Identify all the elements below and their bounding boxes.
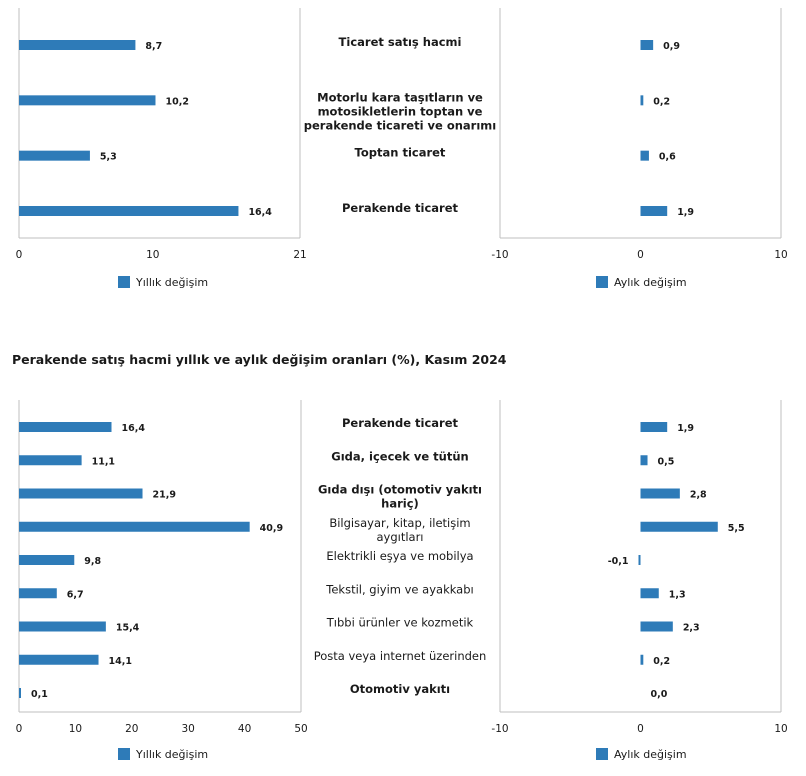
yearly-data-label: 9,8 <box>84 556 101 567</box>
category-label: Elektrikli eşya ve mobilya <box>326 549 473 563</box>
monthly-data-label: 5,5 <box>728 523 745 534</box>
yearly-data-label: 0,1 <box>31 689 48 700</box>
monthly-tick-label: 10 <box>774 723 787 735</box>
yearly-bar <box>19 422 112 432</box>
monthly-bar <box>640 422 668 432</box>
yearly-bar <box>19 521 250 532</box>
page-title: Perakende satış hacmi yıllık ve aylık de… <box>12 352 507 367</box>
monthly-data-label: 0,5 <box>658 456 675 467</box>
category-label: perakende ticareti ve onarımı <box>304 118 496 132</box>
monthly-data-label: 0,6 <box>659 152 676 163</box>
yearly-tick-label: 20 <box>125 723 138 735</box>
yearly-tick-label: 30 <box>182 723 195 735</box>
monthly-data-label: -0,1 <box>608 556 629 567</box>
category-label: Otomotiv yakıtı <box>350 682 450 696</box>
monthly-tick-label: 10 <box>774 249 787 261</box>
yearly-data-label: 16,4 <box>248 207 272 218</box>
monthly-bar <box>640 455 648 466</box>
monthly-bar <box>640 206 668 216</box>
yearly-bar <box>19 206 239 216</box>
retail-volume-chart: 0 10 20 30 40 50 16,4 11,1 21,9 40,9 9,8 6,7 15,4 14,… <box>16 400 788 761</box>
monthly-data-label: 0,0 <box>651 689 668 700</box>
monthly-tick-label: 0 <box>637 723 644 735</box>
monthly-bar <box>640 588 659 599</box>
monthly-bar <box>640 40 654 50</box>
yearly-bar <box>19 40 136 50</box>
category-label: aygıtları <box>376 530 423 544</box>
monthly-bar <box>640 95 644 106</box>
monthly-legend-swatch <box>596 276 608 288</box>
yearly-data-label: 10,2 <box>165 96 188 107</box>
category-label: Gıda, içecek ve tütün <box>331 449 468 463</box>
yearly-bar <box>19 688 21 698</box>
monthly-tick-label: 0 <box>637 249 644 261</box>
trade-volume-chart: 0 10 21 8,7 10,2 5,3 16,4 Yıllık değişim -10 0 10 0… <box>16 8 788 289</box>
monthly-bar <box>640 654 644 665</box>
category-label: Bilgisayar, kitap, iletişim <box>329 516 470 530</box>
yearly-legend-label: Yıllık değişim <box>135 276 208 289</box>
yearly-bar <box>19 555 75 565</box>
yearly-data-label: 21,9 <box>153 490 176 501</box>
yearly-tick-label: 10 <box>69 723 82 735</box>
yearly-bar <box>19 150 90 161</box>
monthly-data-label: 2,3 <box>683 623 700 634</box>
yearly-bar <box>19 455 82 466</box>
yearly-tick-label: 10 <box>146 249 159 261</box>
category-label: motosikletlerin toptan ve <box>318 104 483 118</box>
yearly-data-label: 16,4 <box>121 423 145 434</box>
category-label: Motorlu kara taşıtların ve <box>317 90 483 104</box>
monthly-data-label: 2,8 <box>690 490 707 501</box>
yearly-bar <box>19 95 156 106</box>
category-label: Tıbbi ürünler ve kozmetik <box>326 616 474 630</box>
yearly-data-label: 40,9 <box>260 523 283 534</box>
monthly-data-label: 1,9 <box>677 423 694 434</box>
yearly-tick-label: 21 <box>293 249 306 261</box>
yearly-tick-label: 0 <box>16 249 23 261</box>
category-label: Toptan ticaret <box>355 146 446 160</box>
category-label: Tekstil, giyim ve ayakkabı <box>325 582 473 596</box>
monthly-tick-label: -10 <box>491 249 508 261</box>
monthly-legend-label: Aylık değişim <box>614 748 687 761</box>
category-label: Posta veya internet üzerinden <box>314 649 487 663</box>
monthly-tick-label: -10 <box>491 723 508 735</box>
category-label: hariç) <box>381 497 419 511</box>
monthly-bar <box>640 521 718 532</box>
monthly-data-label: 1,3 <box>669 589 686 600</box>
monthly-bar <box>640 150 649 161</box>
monthly-bar <box>638 555 641 565</box>
yearly-tick-label: 50 <box>294 723 307 735</box>
yearly-bar <box>19 621 106 632</box>
category-label: Perakende ticaret <box>342 201 459 215</box>
monthly-legend-label: Aylık değişim <box>614 276 687 289</box>
monthly-legend-swatch <box>596 748 608 760</box>
yearly-data-label: 6,7 <box>67 589 84 600</box>
yearly-legend-swatch <box>118 276 130 288</box>
yearly-data-label: 15,4 <box>116 623 140 634</box>
yearly-bar <box>19 488 143 499</box>
monthly-bar <box>640 488 680 499</box>
yearly-data-label: 14,1 <box>109 656 132 667</box>
monthly-bar <box>640 621 673 632</box>
monthly-data-label: 0,9 <box>663 41 680 52</box>
yearly-data-label: 11,1 <box>92 456 115 467</box>
monthly-data-label: 0,2 <box>653 96 670 107</box>
monthly-data-label: 0,2 <box>653 656 670 667</box>
category-label: Perakende ticaret <box>342 416 459 430</box>
yearly-tick-label: 0 <box>16 723 23 735</box>
yearly-bar <box>19 588 57 599</box>
yearly-legend-label: Yıllık değişim <box>135 748 208 761</box>
category-label: Ticaret satış hacmi <box>339 35 462 49</box>
monthly-data-label: 1,9 <box>677 207 694 218</box>
yearly-bar <box>19 654 99 665</box>
yearly-legend-swatch <box>118 748 130 760</box>
category-label: Gıda dışı (otomotiv yakıtı <box>318 483 482 497</box>
yearly-data-label: 8,7 <box>145 41 162 52</box>
yearly-tick-label: 40 <box>238 723 251 735</box>
yearly-data-label: 5,3 <box>100 152 117 163</box>
